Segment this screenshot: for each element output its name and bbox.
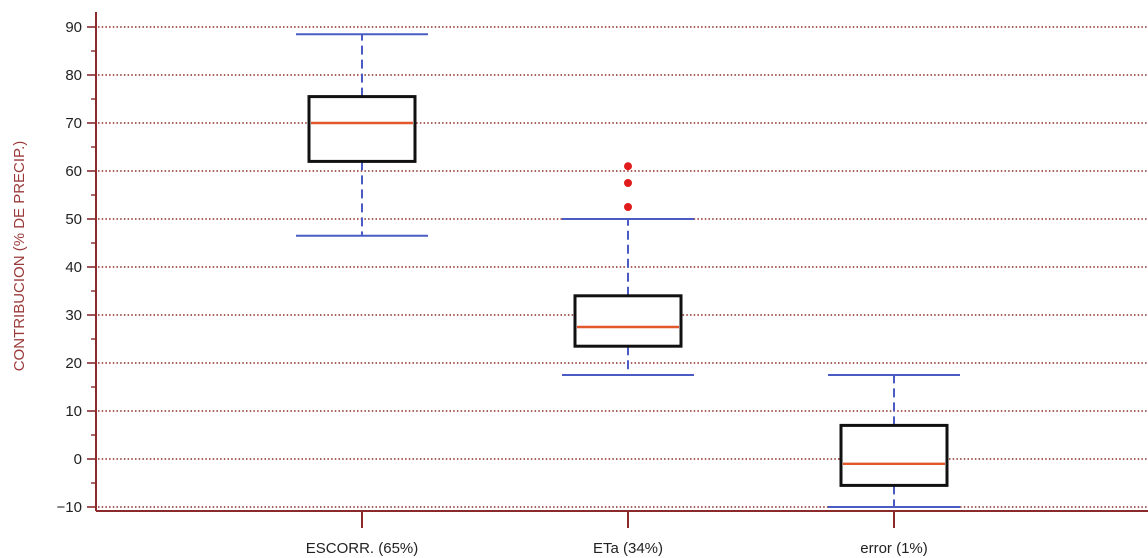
x-tick-label: error (1%) bbox=[860, 540, 928, 557]
box-iqr bbox=[307, 95, 417, 163]
box-iqr bbox=[573, 294, 683, 348]
box-group bbox=[296, 33, 428, 237]
y-tick-label: 60 bbox=[65, 163, 82, 180]
y-tick-label: 50 bbox=[65, 211, 82, 228]
y-axis-label: CONTRIBUCION (% DE PRECIP.) bbox=[11, 141, 28, 372]
box-group bbox=[562, 162, 694, 376]
box-iqr bbox=[839, 423, 949, 487]
outlier-point bbox=[624, 162, 632, 171]
x-tick-label: ETa (34%) bbox=[593, 540, 663, 557]
y-tick-label: −10 bbox=[57, 499, 82, 516]
outlier-point bbox=[624, 203, 632, 211]
x-tick-label: ESCORR. (65%) bbox=[306, 540, 419, 557]
y-tick-label: 0 bbox=[74, 451, 82, 468]
outlier-point bbox=[624, 179, 632, 187]
y-tick-label: 70 bbox=[65, 115, 82, 132]
y-tick-label: 20 bbox=[65, 355, 82, 372]
y-tick-label: 40 bbox=[65, 259, 82, 276]
y-tick-label: 10 bbox=[65, 403, 82, 420]
boxes bbox=[296, 33, 960, 508]
y-tick-label: 90 bbox=[65, 19, 82, 36]
axes: −10 0 10 20 30 40 50 60 70 80 90 ESCORR. (65%) ETa (… bbox=[57, 12, 1148, 557]
box-group bbox=[828, 374, 960, 508]
y-tick-label: 30 bbox=[65, 307, 82, 324]
grid-lines bbox=[98, 26, 1148, 508]
y-tick-label: 80 bbox=[65, 67, 82, 84]
